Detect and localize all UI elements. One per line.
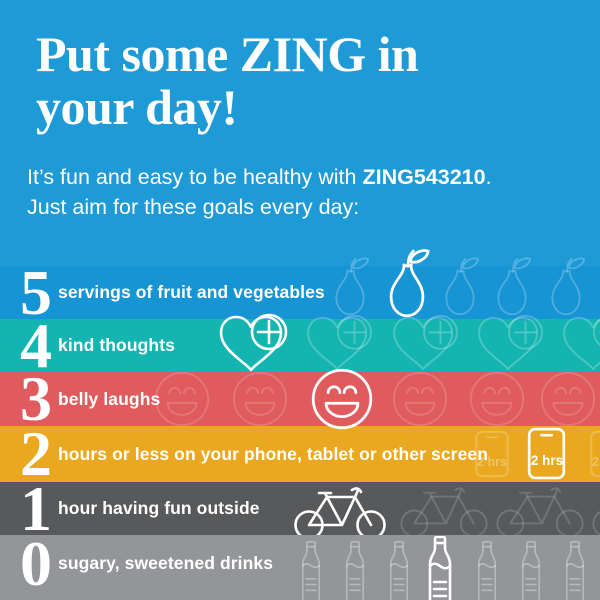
goal-label: kind thoughts	[58, 335, 175, 355]
goal-row-sugary-drinks: 0 sugary, sweetened drinks	[0, 535, 600, 600]
title-line-2: your day!	[36, 79, 238, 135]
goal-label: hour having fun outside	[58, 498, 260, 518]
brand-name: ZING543210	[362, 165, 486, 189]
title-line-1: Put some ZING in	[36, 26, 419, 82]
intro-prefix: It’s fun and easy to be healthy with	[27, 165, 363, 189]
intro-line-2: Just aim for these goals every day:	[27, 195, 360, 219]
header: Put some ZING in your day! It’s fun and …	[0, 0, 600, 266]
screen-time-badge: 2 hrs	[592, 455, 600, 469]
intro-period: .	[485, 165, 492, 189]
goal-label: belly laughs	[58, 388, 161, 409]
goal-label: servings of fruit and vegetables	[58, 282, 325, 302]
intro-text: It’s fun and easy to be healthy with ZIN…	[27, 162, 492, 222]
goal-row-kind-thoughts: 4 kind thoughts	[0, 313, 600, 377]
goal-row-belly-laughs: 3 belly laughs	[0, 367, 600, 431]
goal-label: sugary, sweetened drinks	[58, 553, 274, 573]
page-title: Put some ZING in your day!	[36, 26, 419, 135]
goal-label: hours or less on your phone, tablet or o…	[58, 443, 489, 464]
goal-row-screen-time: 2 hours or less on your phone, tablet or…	[0, 422, 600, 486]
screen-time-badge: 2 hrs	[477, 455, 507, 469]
goal-row-fun-outside: 1 hour having fun outside	[0, 482, 600, 535]
screen-time-badge: 2 hrs	[530, 453, 564, 468]
goal-row-fruit-veg: 5 servings of fruit and vegetables	[0, 249, 600, 324]
